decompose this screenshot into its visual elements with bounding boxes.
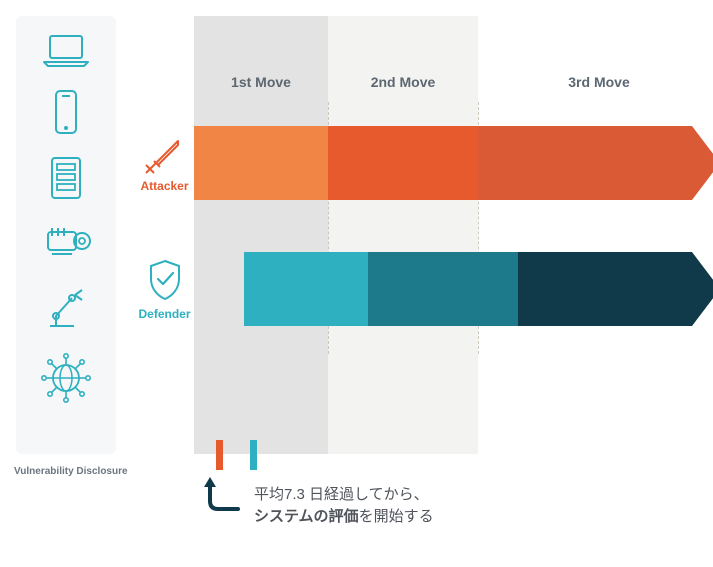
move-label-1: 1st Move [231,74,291,90]
defender-arrow [132,252,713,326]
device-sidebar [16,16,116,454]
callout-rest: を開始する [359,508,434,525]
laptop-icon [40,32,92,70]
defender-start-marker [250,440,257,470]
def-arrow-seg-3 [518,252,713,326]
def-arrow-seg-2 [368,252,518,326]
def-arrow-seg-1 [244,252,368,326]
att-arrow-seg-1 [194,126,328,200]
callout-arrow-icon [204,473,248,513]
move-label-2: 2nd Move [371,74,436,90]
network-icon [40,352,92,404]
callout-line1: 平均7.3 日経過してから、 [254,486,429,503]
motor-icon [40,220,92,264]
phone-icon [50,88,82,136]
robot-arm-icon [40,282,92,334]
move-label-3: 3rd Move [568,74,629,90]
callout-text: 平均7.3 日経過してから、 システムの評価を開始する [254,484,434,528]
att-arrow-seg-2 [328,126,478,200]
att-arrow-seg-3 [478,126,713,200]
attacker-start-marker [216,440,223,470]
server-icon [46,154,86,202]
vulnerability-disclosure-label: Vulnerability Disclosure [14,466,128,477]
callout-bold: システムの評価 [254,508,359,525]
timeline-chart: 1st Move2nd Move3rd Move Attacker Defend… [132,16,708,454]
attacker-arrow [132,126,713,200]
